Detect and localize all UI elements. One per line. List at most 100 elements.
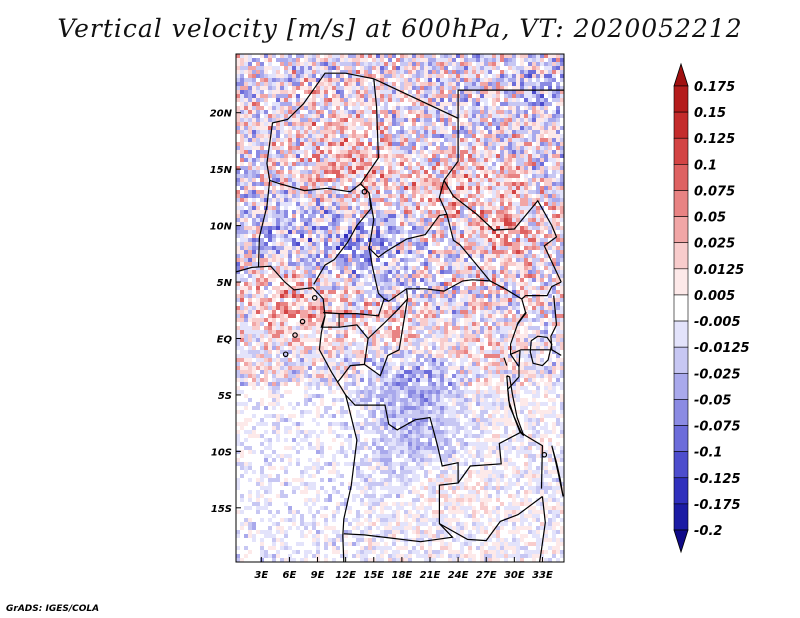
- field-cell: [268, 182, 273, 187]
- field-cell: [484, 90, 489, 95]
- field-cell: [388, 142, 393, 147]
- field-cell: [272, 82, 277, 87]
- field-cell: [472, 110, 477, 115]
- field-cell: [416, 214, 421, 219]
- field-cell: [496, 266, 501, 271]
- field-cell: [448, 186, 453, 191]
- field-cell: [268, 166, 273, 171]
- field-cell: [364, 66, 369, 71]
- field-cell: [432, 82, 437, 87]
- field-cell: [524, 254, 529, 259]
- field-cell: [300, 282, 305, 287]
- field-cell: [348, 98, 353, 103]
- field-cell: [276, 214, 281, 219]
- field-cell: [548, 266, 553, 271]
- field-cell: [312, 222, 317, 227]
- field-cell: [448, 270, 453, 275]
- field-cell: [328, 178, 333, 183]
- field-cell: [488, 162, 493, 167]
- field-cell: [300, 174, 305, 179]
- field-cell: [476, 110, 481, 115]
- field-cell: [240, 86, 245, 91]
- field-cell: [396, 98, 401, 103]
- field-cell: [248, 62, 253, 67]
- field-cell: [348, 86, 353, 91]
- field-cell: [520, 110, 525, 115]
- field-cell: [444, 294, 449, 299]
- field-cell: [308, 142, 313, 147]
- field-cell: [312, 170, 317, 175]
- field-cell: [536, 114, 541, 119]
- field-cell: [392, 242, 397, 247]
- field-cell: [536, 166, 541, 171]
- field-cell: [544, 222, 549, 227]
- field-cell: [420, 194, 425, 199]
- field-cell: [396, 122, 401, 127]
- field-cell: [412, 70, 417, 75]
- field-cell: [532, 246, 537, 251]
- field-cell: [536, 82, 541, 87]
- field-cell: [388, 262, 393, 267]
- field-cell: [312, 290, 317, 295]
- field-cell: [376, 134, 381, 139]
- field-cell: [336, 70, 341, 75]
- field-cell: [304, 102, 309, 107]
- field-cell: [252, 222, 257, 227]
- field-cell: [240, 170, 245, 175]
- field-cell: [336, 78, 341, 83]
- field-cell: [440, 170, 445, 175]
- field-cell: [524, 150, 529, 155]
- field-cell: [412, 186, 417, 191]
- field-cell: [296, 66, 301, 71]
- field-cell: [412, 258, 417, 263]
- field-cell: [372, 238, 377, 243]
- field-cell: [548, 186, 553, 191]
- field-cell: [436, 114, 441, 119]
- field-cell: [388, 186, 393, 191]
- field-cell: [328, 154, 333, 159]
- field-cell: [464, 214, 469, 219]
- field-cell: [392, 90, 397, 95]
- field-cell: [420, 70, 425, 75]
- field-cell: [340, 62, 345, 67]
- field-cell: [544, 82, 549, 87]
- field-cell: [440, 210, 445, 215]
- field-cell: [240, 278, 245, 283]
- field-cell: [436, 74, 441, 79]
- field-cell: [532, 102, 537, 107]
- field-cell: [392, 218, 397, 223]
- field-cell: [336, 174, 341, 179]
- field-cell: [284, 190, 289, 195]
- field-cell: [504, 150, 509, 155]
- field-cell: [272, 186, 277, 191]
- field-cell: [400, 86, 405, 91]
- field-cell: [380, 54, 385, 59]
- field-cell: [256, 226, 261, 231]
- field-cell: [252, 246, 257, 251]
- field-cell: [316, 182, 321, 187]
- field-cell: [384, 290, 389, 295]
- field-cell: [384, 250, 389, 255]
- field-cell: [524, 250, 529, 255]
- field-cell: [280, 242, 285, 247]
- field-cell: [296, 222, 301, 227]
- field-cell: [488, 182, 493, 187]
- field-cell: [332, 234, 337, 239]
- field-cell: [436, 58, 441, 63]
- field-cell: [452, 246, 457, 251]
- field-cell: [268, 66, 273, 71]
- field-cell: [560, 118, 564, 123]
- field-cell: [324, 62, 329, 67]
- field-cell: [532, 266, 537, 271]
- field-cell: [420, 290, 425, 295]
- field-cell: [352, 290, 357, 295]
- field-cell: [436, 54, 441, 59]
- field-cell: [416, 270, 421, 275]
- field-cell: [452, 58, 457, 63]
- field-cell: [296, 250, 301, 255]
- field-cell: [524, 154, 529, 159]
- field-cell: [292, 86, 297, 91]
- field-cell: [264, 186, 269, 191]
- field-cell: [368, 110, 373, 115]
- field-cell: [472, 94, 477, 99]
